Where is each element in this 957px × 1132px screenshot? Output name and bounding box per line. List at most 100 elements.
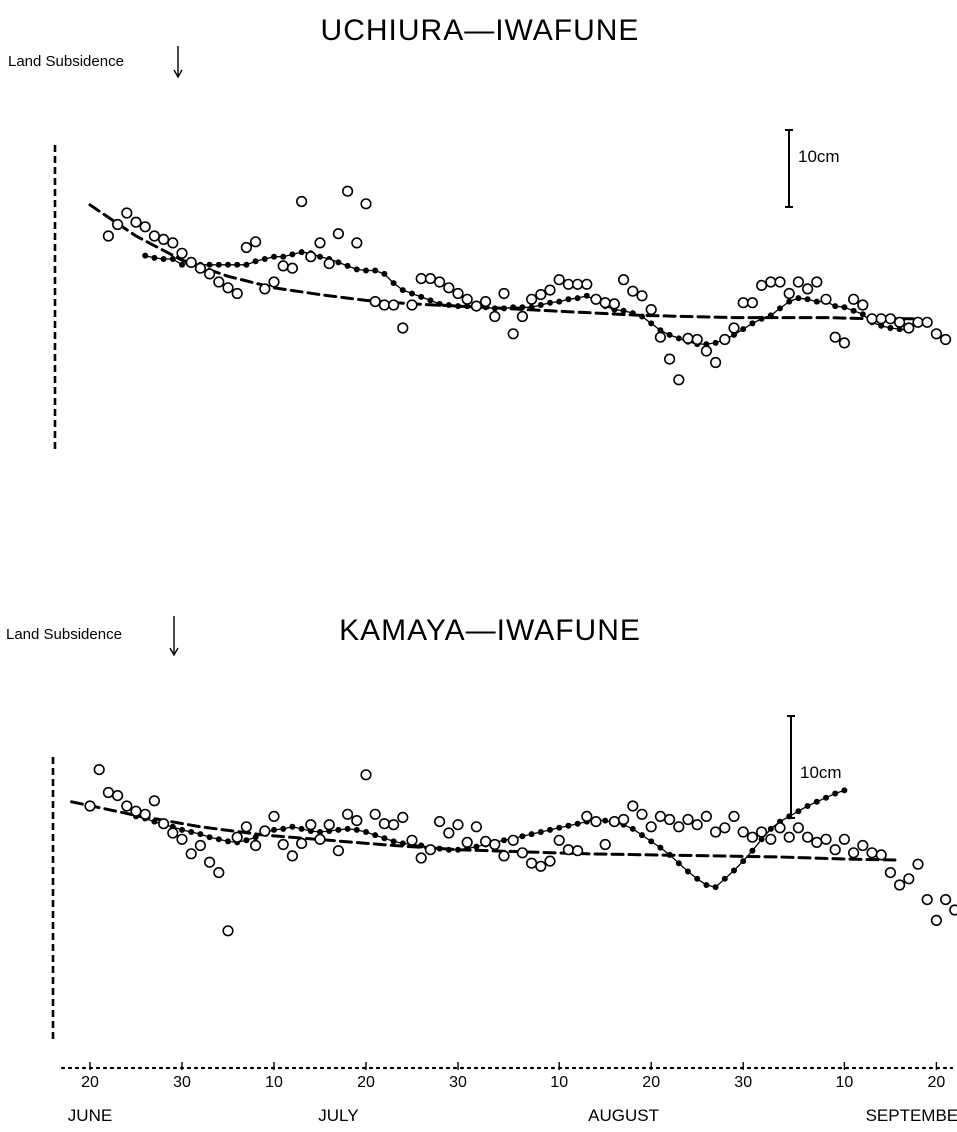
running-mean-point: [197, 831, 204, 838]
observed-point: [434, 815, 446, 828]
scale-bar-label: 10cm: [800, 763, 842, 782]
running-mean-point: [767, 312, 774, 319]
running-mean-point: [519, 304, 526, 311]
observed-point: [130, 805, 142, 817]
running-mean-point: [565, 822, 572, 829]
observed-point: [811, 836, 823, 849]
running-mean-point: [335, 259, 342, 266]
running-mean-point: [878, 322, 885, 329]
running-mean-point: [455, 303, 461, 310]
running-mean-point: [740, 858, 747, 865]
observed-point: [489, 838, 501, 851]
observed-point: [617, 813, 630, 826]
running-mean-point: [363, 829, 369, 835]
observed-point: [213, 866, 225, 879]
observed-point: [480, 296, 492, 308]
observed-point: [102, 786, 114, 799]
x-tick-label: 30: [173, 1074, 191, 1091]
observed-point: [544, 284, 556, 296]
running-mean-point: [445, 846, 452, 853]
observed-point: [636, 808, 648, 820]
observed-point: [774, 276, 786, 288]
panel-kamaya-iwafune: KAMAYA—IWAFUNE Land Subsidence 10cm: [6, 614, 957, 1040]
running-mean-point: [565, 296, 572, 303]
observed-point: [167, 827, 179, 839]
observed-point: [608, 815, 621, 828]
trend-curve: [88, 203, 920, 321]
x-tick-label: 20: [357, 1074, 375, 1091]
running-mean-point: [473, 843, 480, 850]
running-mean-point: [620, 307, 627, 314]
running-mean-point: [666, 851, 673, 858]
observed-point: [599, 297, 611, 309]
running-mean-point: [712, 339, 719, 346]
running-mean-point: [574, 295, 581, 302]
observed-point: [185, 848, 197, 860]
running-mean-point: [832, 790, 839, 797]
running-mean-point: [206, 261, 213, 268]
observed-point: [728, 322, 740, 334]
observed-point: [783, 287, 795, 300]
observed-point: [305, 819, 317, 831]
running-mean-point: [243, 261, 250, 268]
observed-point: [213, 276, 225, 288]
observed-point: [148, 230, 160, 242]
running-mean-point: [666, 331, 673, 338]
month-label: JULY: [318, 1106, 358, 1125]
observed-point: [645, 821, 657, 833]
observed-point: [397, 811, 409, 824]
observed-point: [443, 282, 455, 294]
running-mean-point: [317, 253, 323, 260]
observed-point: [489, 310, 501, 323]
observed-point: [875, 313, 887, 325]
observed-point: [709, 826, 722, 838]
month-label: SEPTEMBER: [866, 1106, 957, 1125]
running-mean-point: [675, 335, 682, 342]
observed-point: [332, 845, 345, 857]
observed-point: [801, 831, 814, 843]
observed-point: [176, 247, 188, 259]
running-mean-point: [399, 840, 406, 847]
observed-point: [783, 831, 795, 843]
observed-point: [360, 198, 372, 210]
observed-point: [378, 299, 391, 311]
observed-point: [111, 218, 124, 231]
observed-point: [424, 273, 437, 285]
running-mean-point: [252, 834, 259, 841]
observed-point: [250, 839, 262, 852]
observed-point: [939, 333, 952, 346]
observed-point: [158, 818, 170, 830]
running-mean-point: [528, 304, 535, 311]
running-mean-point: [215, 261, 222, 268]
running-mean-point: [749, 320, 756, 327]
running-mean-point: [657, 844, 664, 851]
observed-point: [608, 298, 621, 310]
running-mean-point: [547, 826, 553, 833]
observed-point: [84, 800, 96, 812]
observed-point: [342, 808, 354, 820]
observed-point: [277, 260, 289, 272]
running-mean-point: [381, 270, 388, 277]
running-mean-point: [629, 825, 636, 832]
observed-point: [268, 276, 280, 288]
running-mean-point: [271, 826, 277, 833]
observed-point: [424, 844, 437, 856]
running-mean-point: [657, 327, 664, 334]
running-mean-point: [142, 252, 149, 259]
observed-point: [452, 287, 464, 300]
observed-point: [820, 293, 832, 305]
running-mean-point: [795, 808, 802, 815]
observed-point: [406, 834, 418, 846]
observed-point: [627, 800, 639, 812]
running-mean-point: [703, 882, 710, 888]
observed-point: [654, 331, 667, 343]
x-tick-label: 30: [734, 1074, 752, 1091]
running-mean-point: [252, 258, 259, 265]
running-mean-point: [188, 829, 195, 835]
running-mean-point: [813, 298, 820, 305]
running-mean-point: [758, 836, 765, 843]
observed-point: [204, 268, 216, 280]
observed-point: [286, 262, 299, 274]
scale-bar-label: 10cm: [798, 147, 840, 166]
observed-point: [369, 296, 381, 308]
